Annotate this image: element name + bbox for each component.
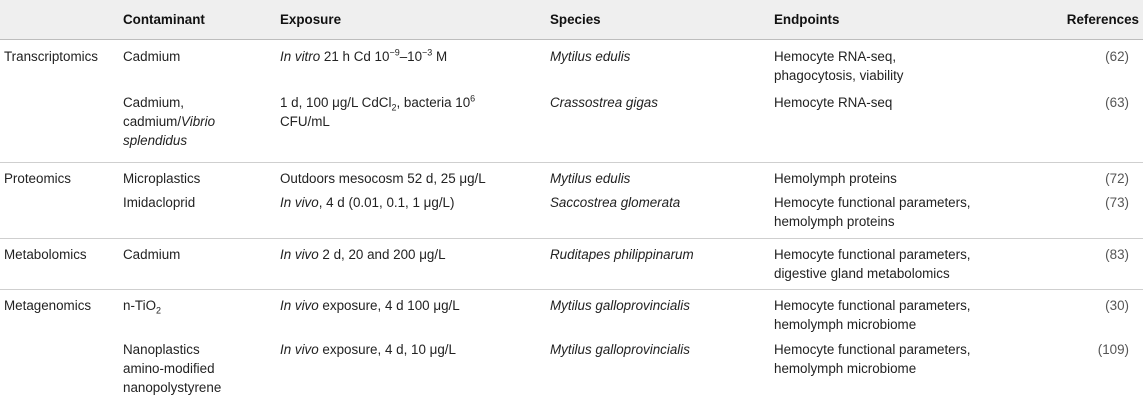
row-species: Saccostrea glomerata	[550, 195, 681, 210]
row-contaminant: Cadmium	[119, 237, 276, 289]
row-contaminant: Cadmium	[123, 48, 181, 64]
table-row: Imidacloprid In vivo, 4 d (0.01, 0.1, 1 …	[0, 193, 1143, 238]
row-exposure: In vivo, 4 d (0.01, 0.1, 1 μg/L)	[280, 195, 455, 210]
header-species: Species	[546, 0, 770, 40]
row-exposure: 1 d, 100 μg/L CdCl2, bacteria 106 CFU/mL	[280, 93, 476, 129]
row-category: Transcriptomics	[4, 48, 98, 64]
row-endpoints: Hemocyte functional parameters, hemolymph…	[774, 342, 971, 376]
table-header: Contaminant Exposure Species Endpoints R…	[0, 0, 1143, 40]
row-contaminant: Microplastics	[119, 161, 276, 193]
row-exposure: In vitro 21 h Cd 10−9–10−3 M	[280, 47, 448, 64]
row-category	[0, 193, 119, 238]
row-reference[interactable]: (30)	[1060, 288, 1143, 340]
table-row: Metabolomics Cadmium In vivo 2 d, 20 and…	[0, 237, 1143, 289]
row-species: Crassostrea gigas	[550, 95, 658, 110]
table-row: Nanoplastics amino-modified nanopolystyren…	[0, 340, 1143, 405]
row-contaminant: Imidacloprid	[123, 195, 196, 210]
row-category: Metabolomics	[0, 237, 119, 289]
row-category	[0, 93, 119, 162]
row-endpoints: Hemolymph proteins	[770, 161, 1060, 193]
row-contaminant: n-TiO2	[119, 288, 276, 340]
row-endpoints: Hemocyte functional parameters, hemolymph…	[770, 288, 1060, 340]
header-exposure: Exposure	[276, 0, 546, 40]
row-category: Proteomics	[0, 161, 119, 193]
row-endpoints: Hemocyte RNA-seq, phagocytosis, viability	[774, 48, 904, 83]
row-reference[interactable]: (62)	[1105, 48, 1129, 64]
row-endpoints: Hemocyte RNA-seq	[774, 95, 893, 110]
row-species: Mytilus edulis	[546, 161, 770, 193]
row-endpoints: Hemocyte functional parameters, digestive…	[770, 237, 1060, 289]
table-row: Transcriptomics Cadmium In vitro 21 h Cd…	[0, 39, 1143, 93]
row-species: Mytilus galloprovincialis	[550, 342, 690, 357]
row-reference[interactable]: (83)	[1060, 237, 1143, 289]
row-exposure: In vivo exposure, 4 d, 10 μg/L	[280, 342, 456, 357]
row-exposure: Outdoors mesocosm 52 d, 25 μg/L	[276, 161, 546, 193]
row-endpoints: Hemocyte functional parameters, hemolymph…	[774, 195, 971, 229]
row-reference[interactable]: (72)	[1060, 161, 1143, 193]
table-row: Proteomics Microplastics Outdoors mesoco…	[0, 161, 1143, 193]
row-species: Ruditapes philippinarum	[546, 237, 770, 289]
header-references: References	[1060, 0, 1143, 40]
row-exposure: In vivo 2 d, 20 and 200 μg/L	[276, 237, 546, 289]
header-endpoints: Endpoints	[770, 0, 1060, 40]
row-exposure: In vivo exposure, 4 d 100 μg/L	[276, 288, 546, 340]
header-category	[0, 0, 119, 40]
row-contaminant: Cadmium, cadmium/Vibrio splendidus	[123, 95, 216, 148]
row-contaminant: Nanoplastics amino-modified nanopolystyren…	[123, 342, 222, 395]
row-species: Mytilus galloprovincialis	[546, 288, 770, 340]
table-row: Cadmium, cadmium/Vibrio splendidus 1 d, 10…	[0, 93, 1143, 162]
row-category	[0, 340, 119, 405]
table-row: Metagenomics n-TiO2 In vivo exposure, 4 …	[0, 288, 1143, 340]
exposure-mode: In vitro	[280, 48, 321, 64]
header-contaminant: Contaminant	[119, 0, 276, 40]
row-reference[interactable]: (73)	[1105, 195, 1129, 210]
row-reference[interactable]: (109)	[1097, 342, 1129, 357]
row-category: Metagenomics	[0, 288, 119, 340]
row-reference[interactable]: (63)	[1105, 95, 1129, 110]
row-species: Mytilus edulis	[550, 48, 631, 64]
